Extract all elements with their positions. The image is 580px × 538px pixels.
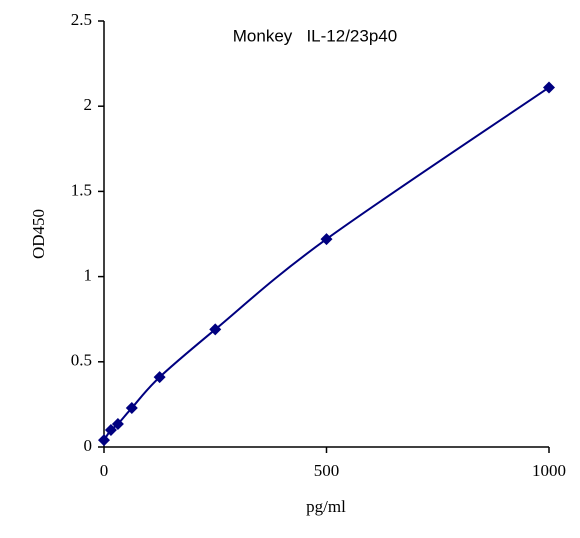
data-point: [543, 81, 555, 94]
chart-title: Monkey IL-12/23p40: [233, 26, 397, 45]
data-point: [125, 401, 138, 414]
y-axis-label: OD450: [29, 209, 48, 259]
y-tick-label: 0.5: [71, 351, 92, 370]
data-point: [209, 323, 222, 336]
x-axis-label: pg/ml: [306, 497, 346, 516]
data-point: [98, 434, 110, 447]
y-tick-label: 2.5: [71, 10, 92, 29]
y-tick-label: 1.5: [71, 180, 92, 199]
y-tick-label: 2: [84, 95, 93, 114]
y-tick-label: 1: [84, 266, 93, 285]
x-tick-label: 500: [314, 461, 340, 480]
x-tick-label: 0: [100, 461, 109, 480]
data-point: [153, 371, 166, 384]
data-point: [111, 417, 124, 430]
y-tick-label: 0: [84, 436, 93, 455]
series-line: [103, 86, 550, 441]
data-point: [104, 423, 117, 436]
x-tick-label: 1000: [532, 461, 566, 480]
data-point: [320, 233, 333, 246]
